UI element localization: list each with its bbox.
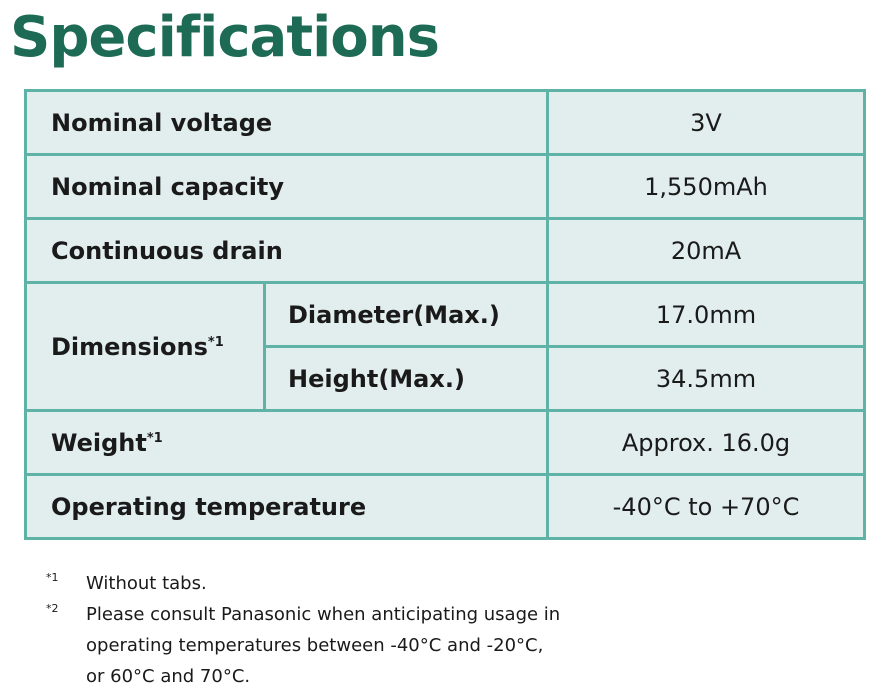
table-row: Nominal capacity 1,550mAh <box>24 153 866 220</box>
table-row: Weight*1 Approx. 16.0g <box>24 409 866 476</box>
footnote-1: *1 Without tabs. <box>46 568 560 599</box>
footnote-1-mark: *1 <box>46 571 59 584</box>
row-label-diameter: Diameter(Max.) <box>263 281 549 348</box>
row-label-operating-temperature: Operating temperature <box>24 473 549 540</box>
row-value-nominal-capacity: 1,550mAh <box>546 153 866 220</box>
row-value-height: 34.5mm <box>546 345 866 412</box>
footnote-mark: *1 <box>146 430 163 446</box>
footnote-2: *2 Please consult Panasonic when anticip… <box>46 599 560 692</box>
table-row: Operating temperature -40°C to +70°C <box>24 473 866 540</box>
table-row: Dimensions*1 Diameter(Max.) 17.0mm <box>24 281 866 412</box>
row-value-nominal-voltage: 3V <box>546 89 866 156</box>
row-value-continuous-drain: 20mA <box>546 217 866 284</box>
row-label-nominal-capacity: Nominal capacity <box>24 153 549 220</box>
page-title: Specifications <box>10 5 440 70</box>
footnote-1-text: Without tabs. <box>86 573 207 594</box>
footnotes: *1 Without tabs. *2 Please consult Panas… <box>46 568 560 692</box>
table-row: Height(Max.) 34.5mm <box>26 345 866 412</box>
dimensions-label-text: Dimensions <box>51 332 208 361</box>
row-label-weight: Weight*1 <box>24 409 549 476</box>
row-label-height: Height(Max.) <box>263 345 549 412</box>
footnote-2-mark: *2 <box>46 602 59 615</box>
specifications-table: Nominal voltage 3V Nominal capacity 1,55… <box>24 89 866 540</box>
row-value-diameter: 17.0mm <box>546 281 866 348</box>
row-label-dimensions: Dimensions*1 <box>24 281 266 412</box>
table-row: Continuous drain 20mA <box>24 217 866 284</box>
weight-label-text: Weight <box>51 428 147 457</box>
row-value-weight: Approx. 16.0g <box>546 409 866 476</box>
row-label-continuous-drain: Continuous drain <box>24 217 549 284</box>
table-row: Nominal voltage 3V <box>24 89 866 156</box>
footnote-2-text: Please consult Panasonic when anticipati… <box>86 604 561 687</box>
row-label-nominal-voltage: Nominal voltage <box>24 89 549 156</box>
row-value-operating-temperature: -40°C to +70°C <box>546 473 866 540</box>
footnote-mark: *1 <box>207 334 224 350</box>
